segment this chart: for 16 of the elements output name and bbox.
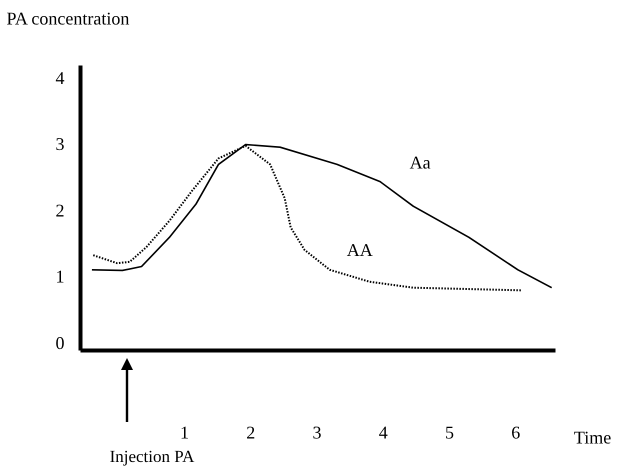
x-tick-label: 6 bbox=[511, 422, 520, 442]
y-axis-title: PA concentration bbox=[6, 8, 130, 28]
x-tick-label: 4 bbox=[378, 422, 388, 442]
y-tick-label: 1 bbox=[56, 266, 64, 287]
x-tick-label: 2 bbox=[246, 422, 256, 442]
y-tick-label: 3 bbox=[56, 134, 64, 154]
y-tick-label: 2 bbox=[56, 200, 64, 220]
x-tick-label: 3 bbox=[312, 422, 322, 442]
x-tick-label: 5 bbox=[445, 422, 454, 442]
y-tick-label: 4 bbox=[56, 68, 64, 88]
x-tick-label: 1 bbox=[180, 422, 190, 442]
x-axis-title: Time bbox=[574, 428, 612, 448]
text: Injection PA bbox=[110, 447, 196, 466]
series-label: Aa bbox=[410, 152, 431, 173]
y-tick-label: 0 bbox=[56, 332, 64, 353]
series-label: AA bbox=[346, 240, 373, 260]
